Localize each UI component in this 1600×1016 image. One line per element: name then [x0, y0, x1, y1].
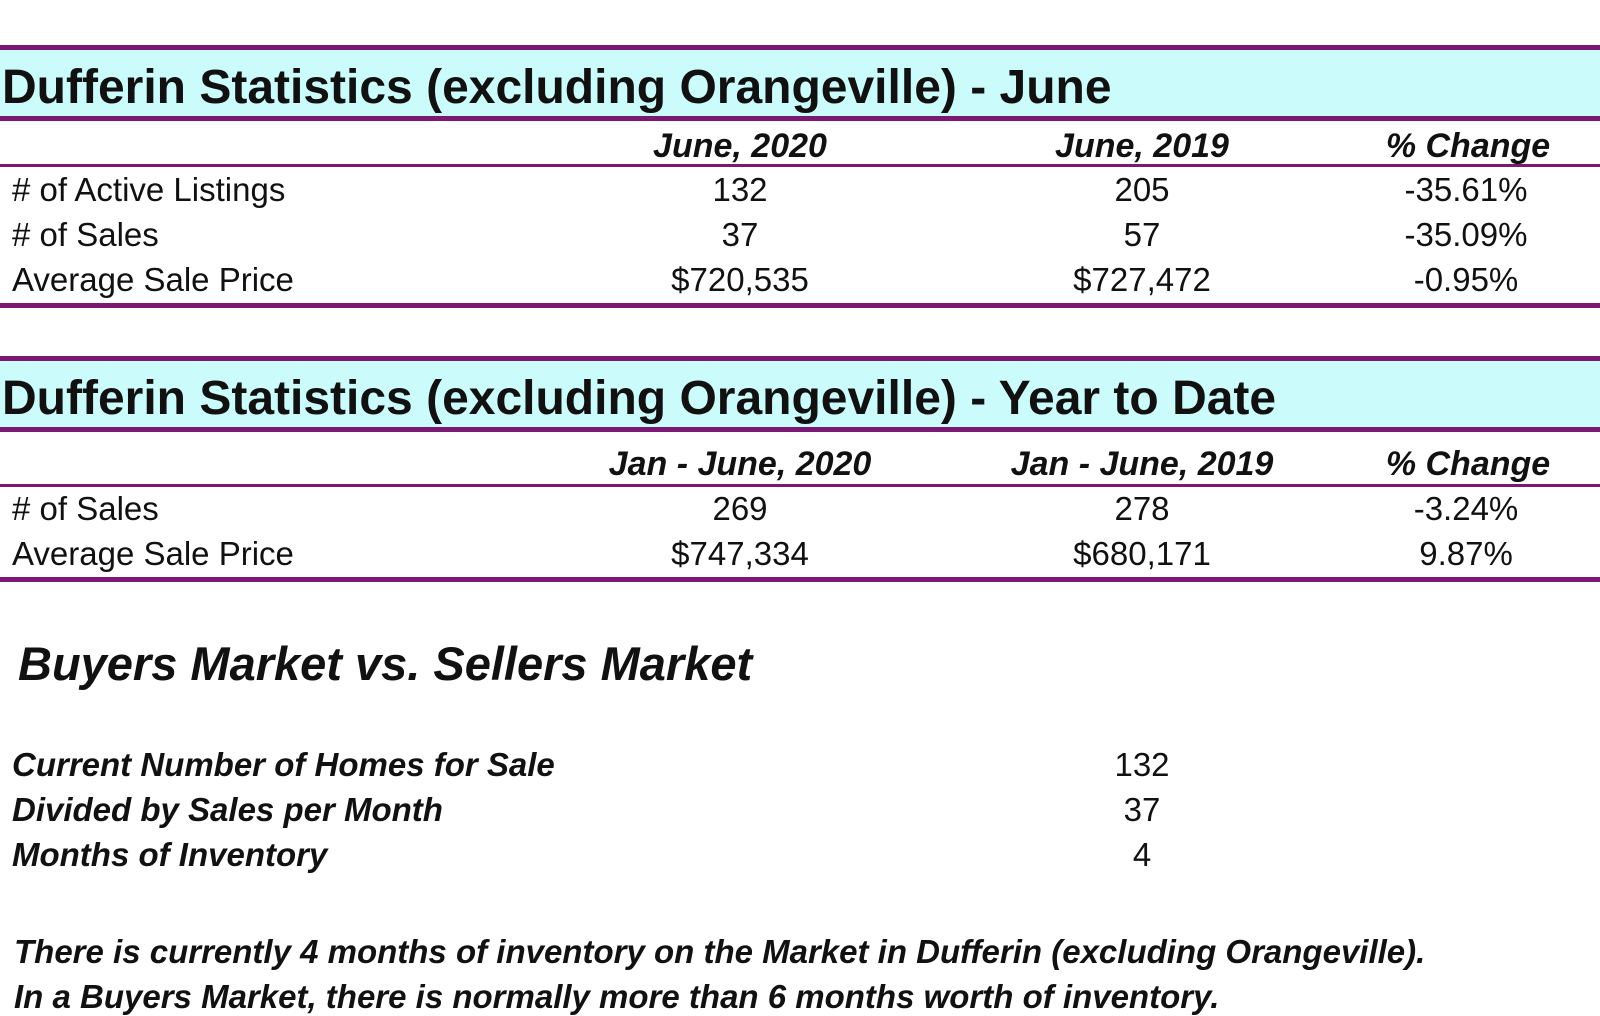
- market-heading: Buyers Market vs. Sellers Market: [18, 637, 753, 690]
- value-change: -0.95%: [1413, 261, 1519, 298]
- inventory-value: 4: [1132, 836, 1152, 873]
- inventory-label: Months of Inventory: [12, 836, 328, 873]
- monthly-header-previous: June, 2019: [1055, 127, 1229, 165]
- market-note: There is currently 4 months of inventory…: [14, 933, 1426, 970]
- table-row: # of Active Listings 132 205 -35.61%: [0, 171, 1600, 216]
- value-previous: 278: [1114, 490, 1170, 527]
- table-row: Average Sale Price $720,535 $727,472 -0.…: [0, 261, 1600, 306]
- ytd-header-current: Jan - June, 2020: [608, 445, 872, 483]
- value-previous: $727,472: [1073, 261, 1211, 298]
- value-change: 9.87%: [1419, 535, 1513, 572]
- ytd-title-bar: [0, 356, 1600, 432]
- ytd-header-change: % Change: [1385, 445, 1551, 483]
- ytd-header-row: Jan - June, 2020 Jan - June, 2019 % Chan…: [0, 432, 1600, 487]
- value-current: 269: [712, 490, 768, 527]
- value-current: $720,535: [671, 261, 809, 298]
- monthly-header-change: % Change: [1385, 127, 1551, 165]
- value-current: 37: [721, 216, 759, 253]
- row-label: # of Sales: [12, 216, 159, 253]
- table-row: # of Sales 269 278 -3.24%: [0, 490, 1600, 535]
- row-label: # of Active Listings: [12, 171, 286, 208]
- list-item: Current Number of Homes for Sale 132: [0, 746, 1600, 790]
- market-note: In a Buyers Market, there is normally mo…: [14, 978, 1220, 1015]
- value-change: -35.09%: [1404, 216, 1528, 253]
- ytd-header-previous: Jan - June, 2019: [1010, 445, 1274, 483]
- table-row: # of Sales 37 57 -35.09%: [0, 216, 1600, 261]
- monthly-header-row: June, 2020 June, 2019 % Change: [0, 121, 1600, 167]
- value-change: -3.24%: [1413, 490, 1519, 527]
- inventory-label: Current Number of Homes for Sale: [12, 746, 555, 783]
- value-previous: $680,171: [1073, 535, 1211, 572]
- monthly-bottom-rule: [0, 303, 1600, 308]
- value-previous: 57: [1123, 216, 1161, 253]
- row-label: # of Sales: [12, 490, 159, 527]
- list-item: Divided by Sales per Month 37: [0, 791, 1600, 835]
- value-previous: 205: [1114, 171, 1170, 208]
- value-current: $747,334: [671, 535, 809, 572]
- monthly-title: Dufferin Statistics (excluding Orangevil…: [2, 61, 1112, 114]
- inventory-label: Divided by Sales per Month: [12, 791, 443, 828]
- monthly-title-bar: [0, 45, 1600, 121]
- row-label: Average Sale Price: [12, 535, 294, 572]
- list-item: Months of Inventory 4: [0, 836, 1600, 880]
- value-current: 132: [712, 171, 768, 208]
- inventory-value: 132: [1114, 746, 1170, 783]
- inventory-value: 37: [1123, 791, 1161, 828]
- table-row: Average Sale Price $747,334 $680,171 9.8…: [0, 535, 1600, 580]
- ytd-title: Dufferin Statistics (excluding Orangevil…: [2, 372, 1277, 425]
- monthly-header-current: June, 2020: [653, 127, 827, 165]
- ytd-bottom-rule: [0, 577, 1600, 582]
- row-label: Average Sale Price: [12, 261, 294, 298]
- value-change: -35.61%: [1404, 171, 1528, 208]
